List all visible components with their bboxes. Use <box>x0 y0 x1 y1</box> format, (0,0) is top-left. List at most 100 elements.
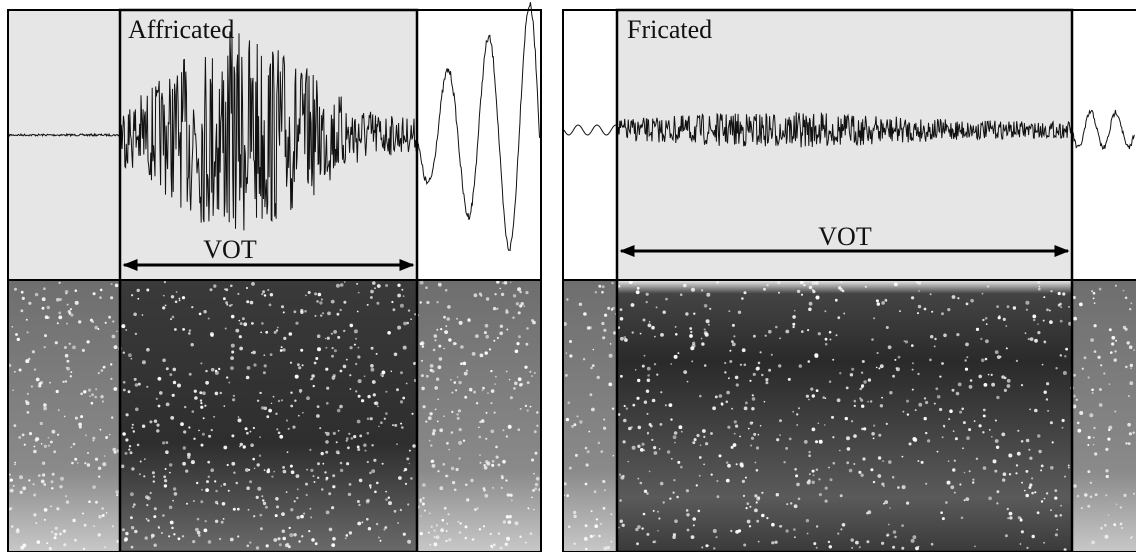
speckle <box>1059 354 1063 357</box>
speckle <box>974 545 976 548</box>
speckle <box>53 536 57 540</box>
speckle <box>817 332 821 336</box>
speckle <box>429 364 434 368</box>
speckle <box>326 336 330 340</box>
speckle <box>74 289 78 293</box>
speckle <box>637 477 640 480</box>
speckle <box>26 331 29 334</box>
speckle <box>917 304 922 309</box>
speckle <box>184 405 187 409</box>
speckle <box>761 513 765 518</box>
speckle <box>381 462 384 465</box>
speckle <box>421 345 425 348</box>
speckle <box>951 295 956 299</box>
speckle <box>431 459 435 463</box>
speckle <box>121 528 125 532</box>
speckle <box>216 503 219 505</box>
speckle <box>881 482 885 486</box>
speckle <box>486 461 491 466</box>
speckle <box>524 541 527 544</box>
speckle <box>739 363 742 366</box>
speckle <box>440 528 444 533</box>
speckle <box>1123 493 1127 497</box>
speckle <box>56 507 60 511</box>
speckle <box>1059 319 1063 323</box>
speckle <box>783 461 786 464</box>
speckle <box>641 364 645 368</box>
speckle <box>333 330 337 334</box>
speckle <box>131 426 134 429</box>
speckle <box>125 531 129 536</box>
speckle <box>210 468 214 473</box>
speckle <box>918 290 920 292</box>
speckle <box>670 363 673 365</box>
speckle <box>674 519 678 523</box>
speckle <box>1128 432 1132 436</box>
speckle <box>130 516 133 520</box>
speckle <box>875 366 878 369</box>
speckle <box>623 336 627 339</box>
speckle <box>143 475 146 478</box>
speckle <box>692 441 696 445</box>
speckle <box>766 284 769 287</box>
speckle <box>479 353 484 358</box>
speckle <box>60 476 64 481</box>
speckle <box>402 345 407 350</box>
speckle <box>978 374 982 379</box>
speckle <box>353 343 356 346</box>
speckle <box>112 447 117 452</box>
speckle <box>335 441 338 444</box>
speckle <box>603 489 606 492</box>
speckle <box>306 468 309 471</box>
speckle <box>162 514 165 517</box>
speckle <box>332 474 336 478</box>
speckle <box>670 418 673 421</box>
speckle <box>601 285 605 289</box>
speckle <box>128 448 131 451</box>
speckle <box>427 531 430 534</box>
speckle <box>828 380 832 383</box>
speckle <box>761 373 764 377</box>
speckle <box>751 407 755 411</box>
speckle <box>794 468 797 471</box>
speckle <box>202 391 206 396</box>
speckle <box>225 301 229 305</box>
speckle <box>479 420 482 424</box>
speckle <box>91 320 95 324</box>
affricated-panel: Affricated VOT <box>7 2 542 552</box>
speckle <box>270 402 273 405</box>
speckle <box>834 298 838 302</box>
speckle <box>573 514 577 519</box>
speckle <box>879 364 884 369</box>
speckle <box>342 364 347 369</box>
speckle <box>325 346 328 349</box>
speckle <box>324 431 327 434</box>
speckle <box>785 447 788 450</box>
speckle <box>392 424 394 427</box>
speckle <box>930 335 934 339</box>
speckle <box>619 308 623 311</box>
speckle <box>226 303 229 306</box>
speckle <box>1024 332 1027 335</box>
speckle <box>384 526 388 529</box>
speckle <box>1006 378 1011 383</box>
speckle <box>835 334 838 337</box>
speckle <box>433 334 438 338</box>
speckle <box>745 507 748 510</box>
speckle <box>298 540 301 543</box>
speckle <box>451 391 454 394</box>
speckle <box>750 436 755 440</box>
speckle <box>139 460 142 463</box>
speckle <box>43 444 48 448</box>
speckle <box>999 355 1002 358</box>
speckle <box>808 301 813 306</box>
speckle <box>490 402 493 405</box>
speckle <box>463 371 468 376</box>
spectrogram <box>617 280 1072 552</box>
speckle <box>26 392 29 395</box>
speckle <box>861 404 865 408</box>
speckle <box>866 540 870 544</box>
speckle <box>218 537 222 541</box>
speckle <box>1115 503 1118 506</box>
speckle <box>327 311 331 316</box>
